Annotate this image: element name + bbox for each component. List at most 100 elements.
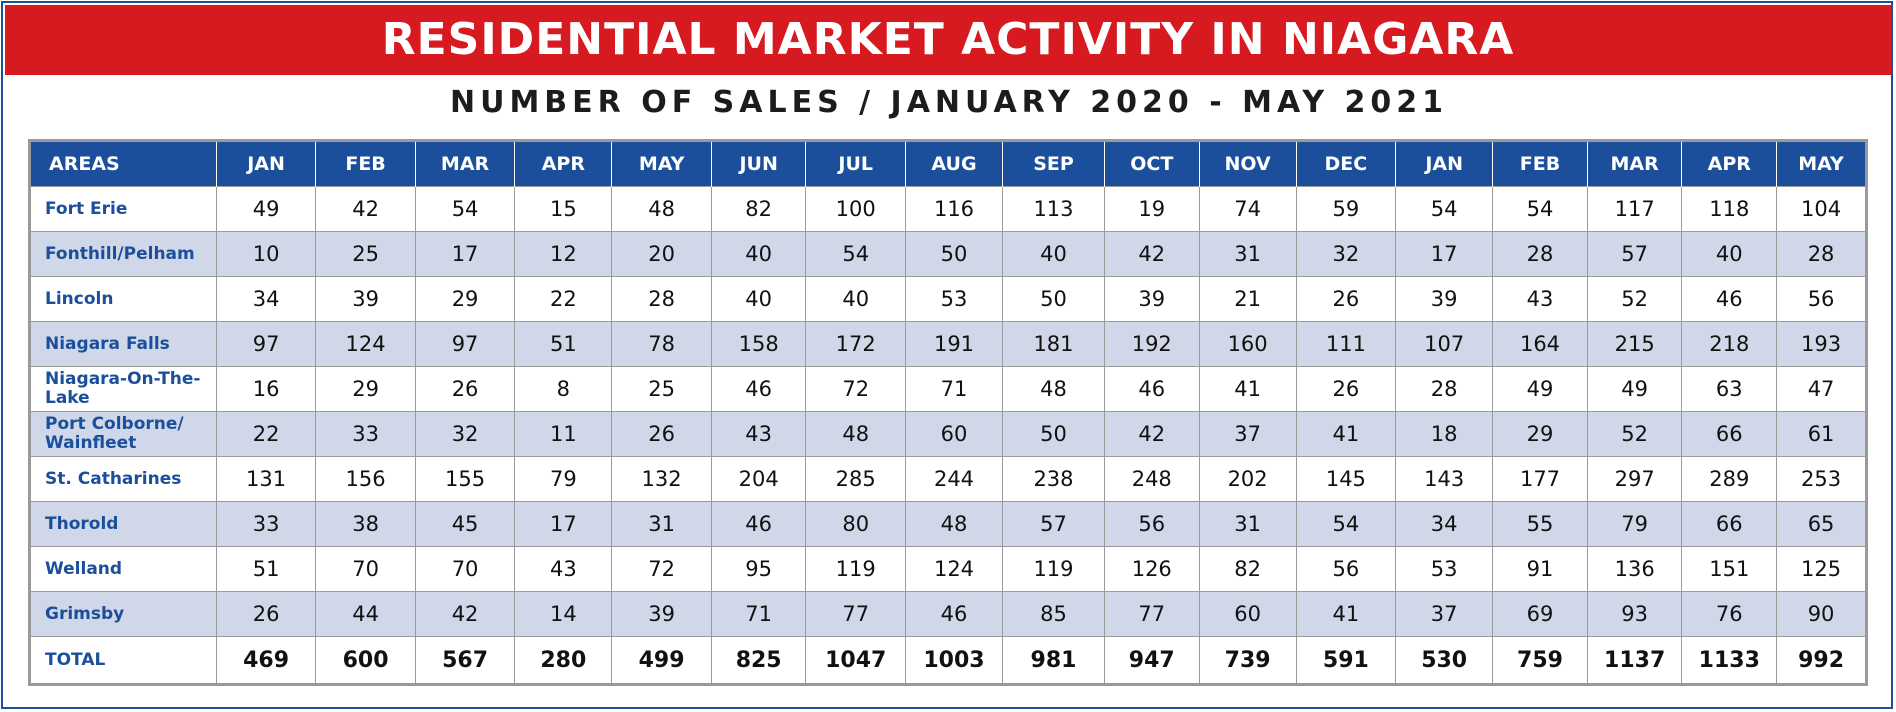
sales-cell: 28 — [1492, 231, 1588, 277]
sales-cell: 21 — [1198, 276, 1297, 322]
sales-cell: 132 — [611, 456, 712, 502]
column-header-areas: AREAS — [29, 140, 217, 187]
sales-cell: 155 — [414, 456, 516, 502]
sales-cell: 28 — [1776, 231, 1867, 277]
sales-cell: 80 — [805, 501, 906, 547]
sales-cell: 69 — [1492, 591, 1588, 637]
sales-cell: 1133 — [1681, 636, 1778, 685]
sales-cell: 17 — [414, 231, 516, 277]
sales-cell: 25 — [611, 366, 712, 412]
sales-cell: 26 — [1295, 276, 1397, 322]
sales-cell: 158 — [710, 321, 807, 367]
sales-cell: 46 — [904, 591, 1004, 637]
sales-cell: 57 — [1002, 501, 1105, 547]
sales-cell: 28 — [611, 276, 712, 322]
sales-cell: 591 — [1295, 636, 1397, 685]
sales-cell: 72 — [611, 546, 712, 592]
sales-cell: 31 — [611, 501, 712, 547]
sales-cell: 37 — [1395, 591, 1494, 637]
table-row: Port Colborne/ Wainfleet 22 33 32 11 26 43 48 60… — [29, 411, 1867, 457]
sales-cell: 33 — [315, 411, 416, 457]
column-header-month: MAY — [1776, 140, 1867, 187]
sales-cell: 22 — [215, 411, 317, 457]
sales-cell: 66 — [1681, 411, 1778, 457]
page-title: RESIDENTIAL MARKET ACTIVITY IN NIAGARA — [5, 5, 1891, 75]
sales-cell: 31 — [1198, 501, 1297, 547]
sales-cell: 8 — [514, 366, 613, 412]
sales-cell: 40 — [1002, 231, 1105, 277]
area-label: Port Colborne/ Wainfleet — [29, 411, 217, 457]
sales-cell: 1003 — [904, 636, 1004, 685]
sales-cell: 22 — [514, 276, 613, 322]
table-row: Welland 51 70 70 43 72 95 119 124 119 126 82 56 53 91 1… — [29, 546, 1867, 592]
sales-cell: 42 — [414, 591, 516, 637]
sales-cell: 43 — [514, 546, 613, 592]
area-label: Fort Erie — [29, 186, 217, 232]
sales-cell: 202 — [1198, 456, 1297, 502]
sales-cell: 26 — [611, 411, 712, 457]
sales-cell: 39 — [611, 591, 712, 637]
sales-cell: 29 — [1492, 411, 1588, 457]
sales-cell: 26 — [414, 366, 516, 412]
sales-cell: 600 — [315, 636, 416, 685]
sales-cell: 17 — [1395, 231, 1494, 277]
sales-cell: 77 — [805, 591, 906, 637]
sales-cell: 143 — [1395, 456, 1494, 502]
sales-cell: 28 — [1395, 366, 1494, 412]
sales-cell: 981 — [1002, 636, 1105, 685]
sales-cell: 107 — [1395, 321, 1494, 367]
area-label: Welland — [29, 546, 217, 592]
sales-cell: 100 — [805, 186, 906, 232]
sales-cell: 34 — [215, 276, 317, 322]
sales-cell: 48 — [805, 411, 906, 457]
sales-cell: 1047 — [805, 636, 906, 685]
table-row: Niagara Falls 97 124 97 51 78 158 172 191 181 192 1… — [29, 321, 1867, 367]
column-header-month: JUN — [710, 140, 807, 187]
area-label: Niagara-On-The-Lake — [29, 366, 217, 412]
sales-cell: 825 — [710, 636, 807, 685]
sales-cell: 289 — [1681, 456, 1778, 502]
column-header-month: DEC — [1295, 140, 1397, 187]
sales-cell: 26 — [215, 591, 317, 637]
sales-cell: 14 — [514, 591, 613, 637]
sales-cell: 46 — [710, 366, 807, 412]
sales-cell: 119 — [1002, 546, 1105, 592]
area-label: Grimsby — [29, 591, 217, 637]
sales-cell: 50 — [904, 231, 1004, 277]
column-header-month: MAY — [611, 140, 712, 187]
column-header-month: APR — [514, 140, 613, 187]
sales-cell: 119 — [805, 546, 906, 592]
total-row: TOTAL 469 600 567 280 499 825 1047 1003 981 947 739… — [29, 636, 1867, 685]
sales-cell: 177 — [1492, 456, 1588, 502]
sales-cell: 39 — [1103, 276, 1200, 322]
area-label: St. Catharines — [29, 456, 217, 502]
sales-cell: 40 — [805, 276, 906, 322]
sales-cell: 49 — [1586, 366, 1683, 412]
sales-cell: 93 — [1586, 591, 1683, 637]
sales-cell: 156 — [315, 456, 416, 502]
sales-cell: 54 — [414, 186, 516, 232]
sales-cell: 56 — [1295, 546, 1397, 592]
area-label: Fonthill/Pelham — [29, 231, 217, 277]
sales-cell: 32 — [414, 411, 516, 457]
sales-cell: 469 — [215, 636, 317, 685]
column-header-month: SEP — [1002, 140, 1105, 187]
sales-cell: 39 — [315, 276, 416, 322]
sales-cell: 218 — [1681, 321, 1778, 367]
sales-cell: 125 — [1776, 546, 1867, 592]
sales-cell: 947 — [1103, 636, 1200, 685]
sales-cell: 992 — [1776, 636, 1867, 685]
sales-cell: 52 — [1586, 411, 1683, 457]
sales-cell: 79 — [514, 456, 613, 502]
sales-cell: 48 — [611, 186, 712, 232]
sales-cell: 53 — [1395, 546, 1494, 592]
sales-cell: 16 — [215, 366, 317, 412]
sales-cell: 10 — [215, 231, 317, 277]
sales-cell: 136 — [1586, 546, 1683, 592]
table-row: Thorold 33 38 45 17 31 46 80 48 57 56 31 54 34 55 79 66 6… — [29, 501, 1867, 547]
sales-cell: 85 — [1002, 591, 1105, 637]
table-header-row: AREAS JAN FEB MAR APR MAY JUN JUL AUG SEP OCT NOV DE… — [29, 140, 1867, 187]
sales-cell: 29 — [414, 276, 516, 322]
sales-cell: 42 — [1103, 411, 1200, 457]
sales-cell: 44 — [315, 591, 416, 637]
